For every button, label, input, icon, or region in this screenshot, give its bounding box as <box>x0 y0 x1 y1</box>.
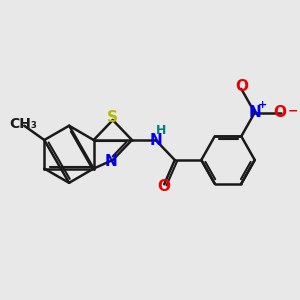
Text: −: − <box>288 105 298 118</box>
Text: N: N <box>105 154 118 169</box>
Text: O: O <box>235 79 248 94</box>
Text: +: + <box>258 100 267 110</box>
Text: N: N <box>248 105 261 120</box>
Text: N: N <box>149 133 162 148</box>
Text: O: O <box>273 105 286 120</box>
Text: S: S <box>107 110 118 125</box>
Text: O: O <box>158 179 171 194</box>
Text: CH₃: CH₃ <box>9 117 37 131</box>
Text: H: H <box>156 124 166 137</box>
